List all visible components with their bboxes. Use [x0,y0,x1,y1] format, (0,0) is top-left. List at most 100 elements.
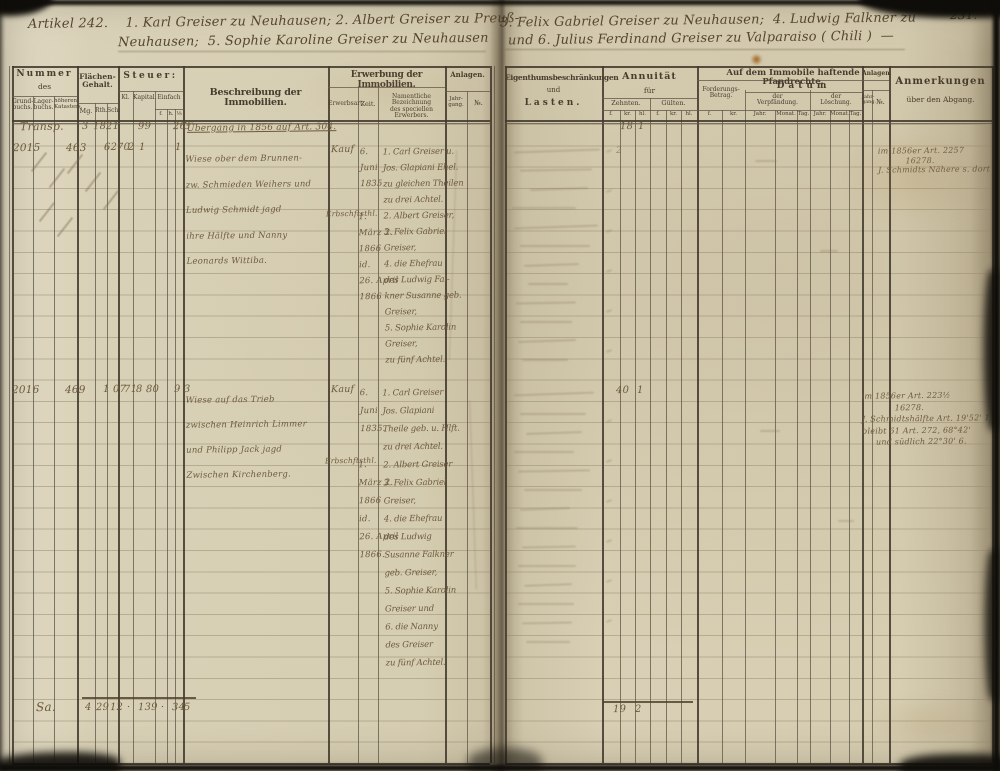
grid-line-v [328,66,330,763]
grid-line-h [445,91,490,92]
grid-line-v [494,66,495,763]
header-unit: Tag. [849,111,862,117]
grid-line-v [830,110,831,763]
header-kapital: Kapital. [133,94,157,101]
entry1-annuitaet-f: 2 [615,145,622,157]
entry2-mg: 1 [102,383,110,396]
header-unit: hl. [685,111,693,117]
sum-kapital: 139 [137,701,158,714]
grid-line-v [155,91,156,763]
header-forderung: Forderungs- Betrag. [702,86,740,100]
grid-line-h [12,120,490,122]
header-unit: Jahr. [753,111,767,117]
bleedthrough-mark [514,451,574,453]
entry1-einfach-achtel: 1 [174,141,182,154]
header-unit-h: h. [168,111,174,117]
entry2-erwerber: 1. Carl Greiser Jos. Glapiani Theile geb… [382,387,460,669]
header-lagerbuchs: Lager- buchs. [33,98,54,112]
grid-line-v [620,110,621,763]
transport-sch: 21 [105,120,120,133]
header-verpfaendung: der Verpfändung. [756,93,799,107]
grid-line-v [12,66,14,763]
header-namentliche: Namentliche Bezeichnung des speciellen E… [390,93,433,120]
sum-mg: 4 [84,701,92,714]
grid-line-h [505,66,992,68]
entry2-erwerbsart1: Kauf [330,383,355,396]
bleedthrough-mark [520,321,572,323]
annotation-underline [505,49,905,50]
entry2-beschreibung: Wiese auf das Trieb zwischen Heinrich Li… [185,394,307,481]
grid-line-v [889,66,891,763]
transport-mg: 3 [81,120,89,133]
grid-line-h [155,109,183,110]
grid-line-h [12,763,490,765]
grid-line-h [118,91,183,92]
transport-rth: 18 [92,120,107,133]
header-unit: kr. [623,111,632,117]
ruled-lines-right [505,124,992,763]
transport-annuitaet-f: 18 [619,120,634,133]
grid-line-v [650,98,651,763]
grid-line-v [118,66,120,763]
grid-line-v [107,103,108,763]
bleedthrough-mark [520,413,586,415]
header-grundbuchs: Grund- buchs. [12,98,34,112]
grid-line-h [602,98,697,99]
grid-line-v [77,66,79,763]
bleedthrough-mark [522,359,568,361]
header-unit-achtel: ⅛ [176,111,182,117]
bleedthrough-mark [524,489,582,491]
grid-line-h [12,96,77,97]
page-number: 231. [949,7,978,23]
grid-line-v [797,110,798,763]
top-annotation-line2: Neuhausen; 5. Sophie Karoline Greiser zu… [117,30,489,51]
header-unit-f: f. [159,111,163,117]
grid-line-h [697,80,889,81]
header-unit: f. [656,111,660,117]
entry2-kapital: 80 [145,383,160,396]
header-anmerkungen: Anmerkungen [895,76,986,87]
entry1-beschreibung: Wiese ober dem Brunnen- zw. Schmieden We… [185,153,312,267]
entry2-kataster-nr: 469 [64,383,86,397]
header-unit: f. [707,111,712,117]
page-edge-top [0,0,1000,5]
header-lasten: Lasten. [524,98,583,108]
sum-annuitaet-kr: 2 [634,703,642,716]
sum-annuitaet-f: 19 [612,703,627,716]
entry1-anmerkung: im 1856er Art. 2257 16278. J. Schmidts N… [877,145,991,175]
entry1-erwerber: 1. Carl Greiser u. Jos. Glapiani Ehel. z… [382,146,464,366]
transport-annuitaet-kr: 1 [637,120,645,133]
grid-line-h [77,103,118,104]
sum-sep: · [126,701,131,714]
grid-line-h [505,763,992,765]
entry2-einfach-f: 9 [173,383,181,396]
header-flaechen: Flächen- Gehalt. [79,72,116,90]
transport-label: Transp. [19,119,64,134]
header-annuitaet: Annuität [622,71,677,82]
entry1-zeit1: 6. Juni 1835 [359,147,383,190]
entry2-grundbuch-nr: 2016 [11,383,40,397]
grid-line-v [872,90,873,763]
page-edge-bottom [0,765,1000,771]
entry1-sch: 2 [127,141,135,154]
bleedthrough-mark [516,527,578,529]
grid-line-v [9,66,10,763]
bleed through-mark [518,603,574,605]
entry2-annuitaet-kr: 1 [636,384,644,397]
grid-line-v [697,66,699,763]
grid-line-v [722,110,723,763]
entry2-anmerkung: im 1856er Art. 223½ 16278. J. Schmidtshä… [861,390,990,447]
header-eigenthums-und: und [546,86,561,94]
header-kl: Kl. [121,94,130,101]
page-edge-left [0,0,2,771]
header-unit: kr. [729,111,738,117]
ruled-lines-left [12,124,490,763]
grid-line-h [505,123,992,124]
grid-line-v [378,87,379,763]
header-sch: Sch. [107,107,121,114]
header-anlagen-right: Anlagen. [862,70,892,77]
header-steuer: Steuer: [123,71,178,81]
entry1-erwerbsart1: Kauf [330,143,355,156]
header-einfach: Einfach [157,94,181,101]
